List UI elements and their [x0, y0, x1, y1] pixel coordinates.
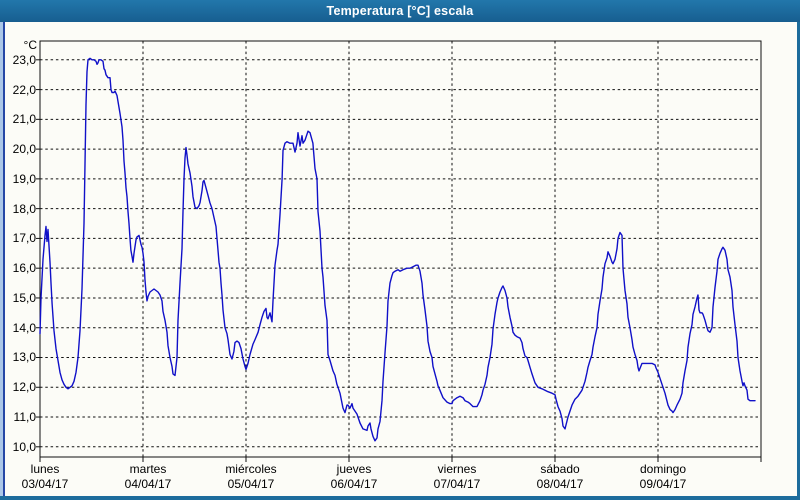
day-label-sabado: sábado 08/04/17: [505, 462, 615, 492]
window-frame-left-light: [0, 22, 3, 500]
day-label-domingo: domingo 09/04/17: [608, 462, 718, 492]
day-label-viernes: viernes 07/04/17: [402, 462, 512, 492]
y-axis-tick-label: 22,0: [12, 82, 36, 97]
y-axis-tick-label: 21,0: [12, 112, 36, 127]
y-axis-tick-label: 10,0: [12, 439, 36, 454]
y-axis-tick-label: 20,0: [12, 142, 36, 157]
day-label-jueves: jueves 06/04/17: [299, 462, 409, 492]
y-axis-tick-label: 12,0: [12, 380, 36, 395]
day-label-lunes: lunes 03/04/17: [0, 462, 100, 492]
day-name: jueves: [336, 462, 372, 476]
day-label-miercoles: miércoles 05/04/17: [196, 462, 306, 492]
day-date: 09/04/17: [639, 477, 687, 491]
plot-border: [39, 40, 762, 458]
day-name: miércoles: [225, 462, 277, 476]
window-frame-bottom: [0, 496, 800, 500]
y-axis-tick-label: 11,0: [13, 410, 36, 425]
day-label-martes: martes 04/04/17: [93, 462, 203, 492]
day-date: 06/04/17: [330, 477, 378, 491]
window-frame-right: [797, 22, 800, 500]
window-title: Temperatura [°C] escala: [326, 4, 474, 18]
day-name: domingo: [639, 462, 687, 476]
day-name: viernes: [437, 462, 477, 476]
day-date: 08/04/17: [536, 477, 584, 491]
day-date: 03/04/17: [21, 477, 69, 491]
y-axis-tick-label: 17,0: [12, 231, 36, 246]
day-name: lunes: [30, 462, 60, 476]
y-axis-tick-label: 18,0: [12, 201, 36, 216]
y-axis-tick-label: 13,0: [12, 350, 36, 365]
y-axis-tick-label: 14,0: [12, 320, 36, 335]
window-frame-left-dark: [3, 22, 5, 496]
day-name: martes: [129, 462, 167, 476]
title-bar: Temperatura [°C] escala: [0, 0, 800, 22]
temperature-line: [39, 57, 756, 442]
y-axis-tick-label: 15,0: [12, 290, 36, 305]
day-date: 07/04/17: [433, 477, 481, 491]
day-date: 04/04/17: [124, 477, 172, 491]
y-axis-tick-label: 23,0: [12, 52, 36, 67]
celsius-unit-label: °C: [23, 38, 37, 52]
y-axis-tick-label: 16,0: [12, 261, 36, 276]
day-name: sábado: [540, 462, 580, 476]
day-date: 05/04/17: [227, 477, 275, 491]
y-axis-tick-label: 19,0: [12, 171, 36, 186]
